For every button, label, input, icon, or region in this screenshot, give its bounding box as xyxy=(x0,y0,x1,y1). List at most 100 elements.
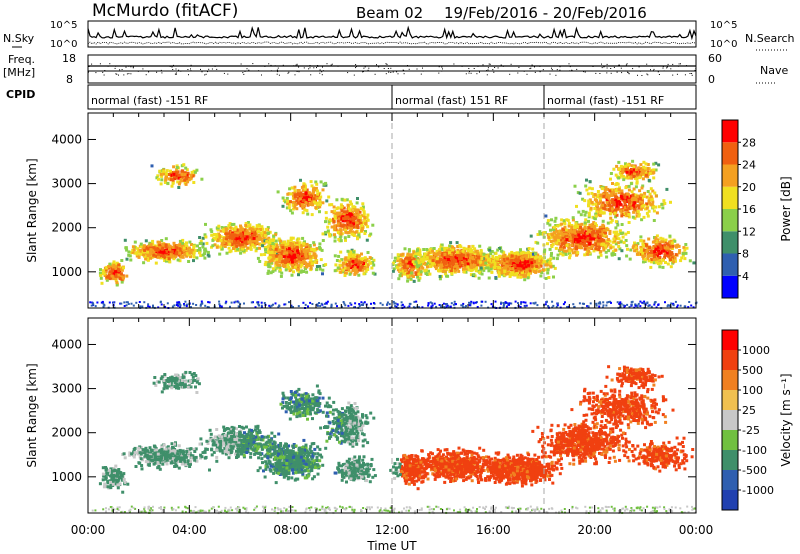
freq-dot xyxy=(243,73,245,75)
scatter-cell xyxy=(561,236,565,240)
scatter-cell xyxy=(546,242,549,246)
scatter-cell xyxy=(155,176,159,180)
scatter-cell xyxy=(570,248,574,252)
scatter-cell xyxy=(362,259,366,263)
scatter-cell xyxy=(166,256,169,259)
scatter-cell xyxy=(111,269,115,272)
scatter-cell xyxy=(368,234,372,238)
scatter-cell xyxy=(330,210,334,214)
freq-dot xyxy=(368,67,370,69)
scatter-cell xyxy=(454,267,458,271)
scatter-cell xyxy=(98,271,102,275)
scatter-cell xyxy=(513,251,517,255)
scatter-cell xyxy=(347,252,351,256)
scatter-cell xyxy=(437,258,441,262)
scatter-cell xyxy=(235,244,239,248)
scatter-cell xyxy=(125,257,129,261)
scatter-cell xyxy=(412,262,416,266)
scatter-cell xyxy=(115,265,118,269)
scatter-cell xyxy=(592,249,596,253)
scatter-cell xyxy=(367,259,371,263)
scatter-cell xyxy=(137,249,140,253)
freq-dot xyxy=(584,71,586,73)
freq-dot xyxy=(500,64,502,66)
scatter-cell xyxy=(263,234,267,238)
scatter-cell xyxy=(176,170,180,174)
scatter-cell xyxy=(318,265,322,268)
scatter-cell xyxy=(599,209,603,212)
scatter-cell xyxy=(567,223,571,227)
scatter-cell xyxy=(257,237,261,241)
scatter-cell xyxy=(322,182,326,186)
scatter-cell xyxy=(333,224,337,228)
scatter-cell xyxy=(599,206,603,210)
scatter-cell xyxy=(284,243,288,247)
freq-dot xyxy=(641,75,643,76)
scatter-cell xyxy=(424,252,428,256)
scatter-cell xyxy=(288,247,291,251)
freq-dot xyxy=(601,67,603,69)
scatter-cell xyxy=(290,186,294,190)
scatter-cell xyxy=(607,242,611,246)
scatter-cell xyxy=(424,268,428,272)
scatter-cell xyxy=(296,257,299,261)
noise-search-trace xyxy=(87,41,697,45)
scatter-cell xyxy=(510,254,514,258)
scatter-cell xyxy=(243,241,247,245)
scatter-cell xyxy=(168,244,172,248)
freq-dot xyxy=(261,74,262,76)
freq-tick-top: 18 xyxy=(62,52,76,65)
scatter-cell xyxy=(298,241,302,245)
scatter-cell xyxy=(363,218,367,222)
freq-dot xyxy=(646,63,648,65)
scatter-cell xyxy=(618,200,622,204)
scatter-cell xyxy=(393,256,397,260)
scatter-cell xyxy=(425,248,429,251)
scatter-cell xyxy=(475,249,479,253)
scatter-cell xyxy=(335,228,339,232)
scatter-cell xyxy=(576,191,580,195)
scatter-cell xyxy=(111,272,115,276)
scatter-cell xyxy=(583,246,587,249)
scatter-cell xyxy=(187,253,191,257)
scatter-cell xyxy=(225,251,229,255)
freq-dot xyxy=(216,68,218,70)
scatter-cell xyxy=(354,268,358,272)
scatter-cell xyxy=(356,213,360,217)
scatter-cell xyxy=(600,242,604,246)
freq-dot xyxy=(420,73,422,75)
freq-dot xyxy=(493,71,495,73)
scatter-cell xyxy=(312,190,316,194)
scatter-cell xyxy=(295,207,299,211)
scatter-cell xyxy=(342,206,346,210)
scatter-cell xyxy=(590,232,594,236)
scatter-cell xyxy=(618,247,622,251)
scatter-cell xyxy=(318,200,322,204)
freq-dot xyxy=(662,67,664,69)
scatter-cell xyxy=(546,259,550,263)
scatter-cell xyxy=(332,211,336,215)
scatter-cell xyxy=(185,174,189,178)
scatter-cell xyxy=(453,259,457,263)
scatter-cell xyxy=(589,246,593,250)
scatter-cell xyxy=(475,257,479,261)
scatter-cell xyxy=(583,239,587,243)
scatter-cell xyxy=(364,230,367,233)
scatter-cell xyxy=(407,270,411,274)
scatter-cell xyxy=(395,264,399,268)
scatter-cell xyxy=(287,258,291,262)
scatter-cell xyxy=(313,188,316,192)
freq-dot xyxy=(473,68,475,69)
scatter-cell xyxy=(279,241,283,245)
nsky-label: N.Sky xyxy=(3,32,35,45)
scatter-cell xyxy=(534,268,538,272)
scatter-cell xyxy=(117,271,121,275)
freq-dot xyxy=(629,70,631,72)
scatter-cell xyxy=(607,203,611,207)
scatter-cell xyxy=(176,244,180,248)
scatter-cell xyxy=(585,238,589,242)
scatter-cell xyxy=(594,222,597,226)
scatter-cell xyxy=(508,275,512,278)
scatter-cell xyxy=(295,244,299,247)
scatter-cell xyxy=(339,203,343,207)
